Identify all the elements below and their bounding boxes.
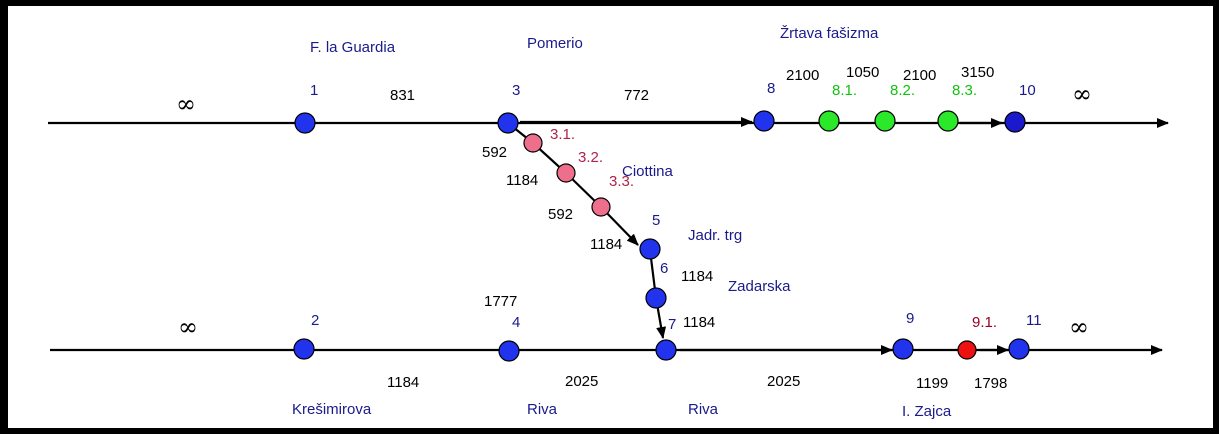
node-8-1[interactable] (818, 110, 840, 132)
node-5[interactable] (639, 238, 661, 260)
weight-2-4: 1184 (387, 374, 419, 391)
infinity-bottom-left: ∞ (178, 313, 198, 341)
node-9[interactable] (892, 338, 914, 360)
node-id-3-3: 3.3. (609, 173, 634, 190)
node-10[interactable] (1004, 111, 1026, 133)
weight-7-9: 2025 (767, 373, 800, 390)
node-3-2[interactable] (556, 163, 576, 183)
weight-82-83: 2100 (903, 67, 936, 84)
weight-5-6: 1184 (681, 268, 713, 285)
node-id-7: 7 (668, 316, 676, 333)
node-3[interactable] (497, 112, 519, 134)
weight-83-10: 3150 (961, 64, 994, 81)
weight-31-32: 1184 (506, 172, 538, 189)
node-11[interactable] (1008, 338, 1030, 360)
node-1[interactable] (294, 112, 316, 134)
node-3-1[interactable] (523, 133, 543, 153)
weight-9-91: 1199 (916, 375, 948, 392)
node-id-5: 5 (652, 212, 660, 229)
stop-label-zrtava-fasizma: Žrtava fašizma (780, 25, 879, 42)
node-id-11: 11 (1026, 312, 1042, 329)
node-id-6: 6 (660, 260, 668, 277)
node-6[interactable] (645, 287, 667, 309)
node-id-2: 2 (311, 312, 319, 329)
weight-91-11: 1798 (974, 375, 1007, 392)
node-id-1: 1 (310, 82, 318, 99)
node-3-3[interactable] (591, 197, 611, 217)
node-8-2[interactable] (874, 110, 896, 132)
node-id-9-1: 9.1. (972, 314, 997, 331)
weight-81-82: 1050 (846, 64, 879, 81)
node-id-8: 8 (767, 80, 775, 97)
stop-label-riva-2: Riva (688, 401, 719, 418)
weight-33-5: 1184 (590, 236, 622, 253)
node-id-9: 9 (906, 310, 914, 327)
node-7[interactable] (655, 339, 677, 361)
weight-32-33: 592 (548, 206, 573, 223)
node-id-8-1: 8.1. (832, 82, 857, 99)
node-id-4: 4 (512, 314, 520, 331)
stop-label-zadarska: Zadarska (728, 278, 791, 295)
node-9-1[interactable] (957, 340, 977, 360)
node-8-3[interactable] (937, 110, 959, 132)
weight-8-81: 2100 (786, 67, 819, 84)
infinity-top-left: ∞ (176, 90, 196, 118)
stop-label-riva-1: Riva (527, 401, 558, 418)
node-4[interactable] (498, 340, 520, 362)
infinity-bottom-right: ∞ (1069, 313, 1089, 341)
weight-3-31: 592 (482, 144, 507, 161)
node-id-3-2: 3.2. (578, 149, 603, 166)
stop-label-ciottina: Ciottina (622, 163, 674, 180)
stop-label-f-la-guardia: F. la Guardia (310, 39, 396, 56)
node-2[interactable] (293, 338, 315, 360)
node-id-10: 10 (1019, 82, 1036, 99)
node-8[interactable] (753, 110, 775, 132)
infinity-top-right: ∞ (1072, 80, 1092, 108)
weight-4-7: 2025 (565, 373, 598, 390)
stop-label-i-zajca: I. Zajca (902, 403, 952, 420)
node-id-3-1: 3.1. (550, 126, 575, 143)
node-id-3: 3 (512, 82, 520, 99)
stop-label-kresimirova: Krešimirova (292, 401, 372, 418)
weight-6-7: 1184 (683, 314, 715, 331)
node-id-8-2: 8.2. (890, 82, 915, 99)
weight-1-3: 831 (390, 87, 415, 104)
node-id-8-3: 8.3. (952, 82, 977, 99)
stop-label-pomerio: Pomerio (527, 35, 583, 52)
weight-4-1777: 1777 (484, 293, 517, 310)
weight-3-8: 772 (624, 87, 649, 104)
stop-label-jadr-trg: Jadr. trg (688, 227, 742, 244)
